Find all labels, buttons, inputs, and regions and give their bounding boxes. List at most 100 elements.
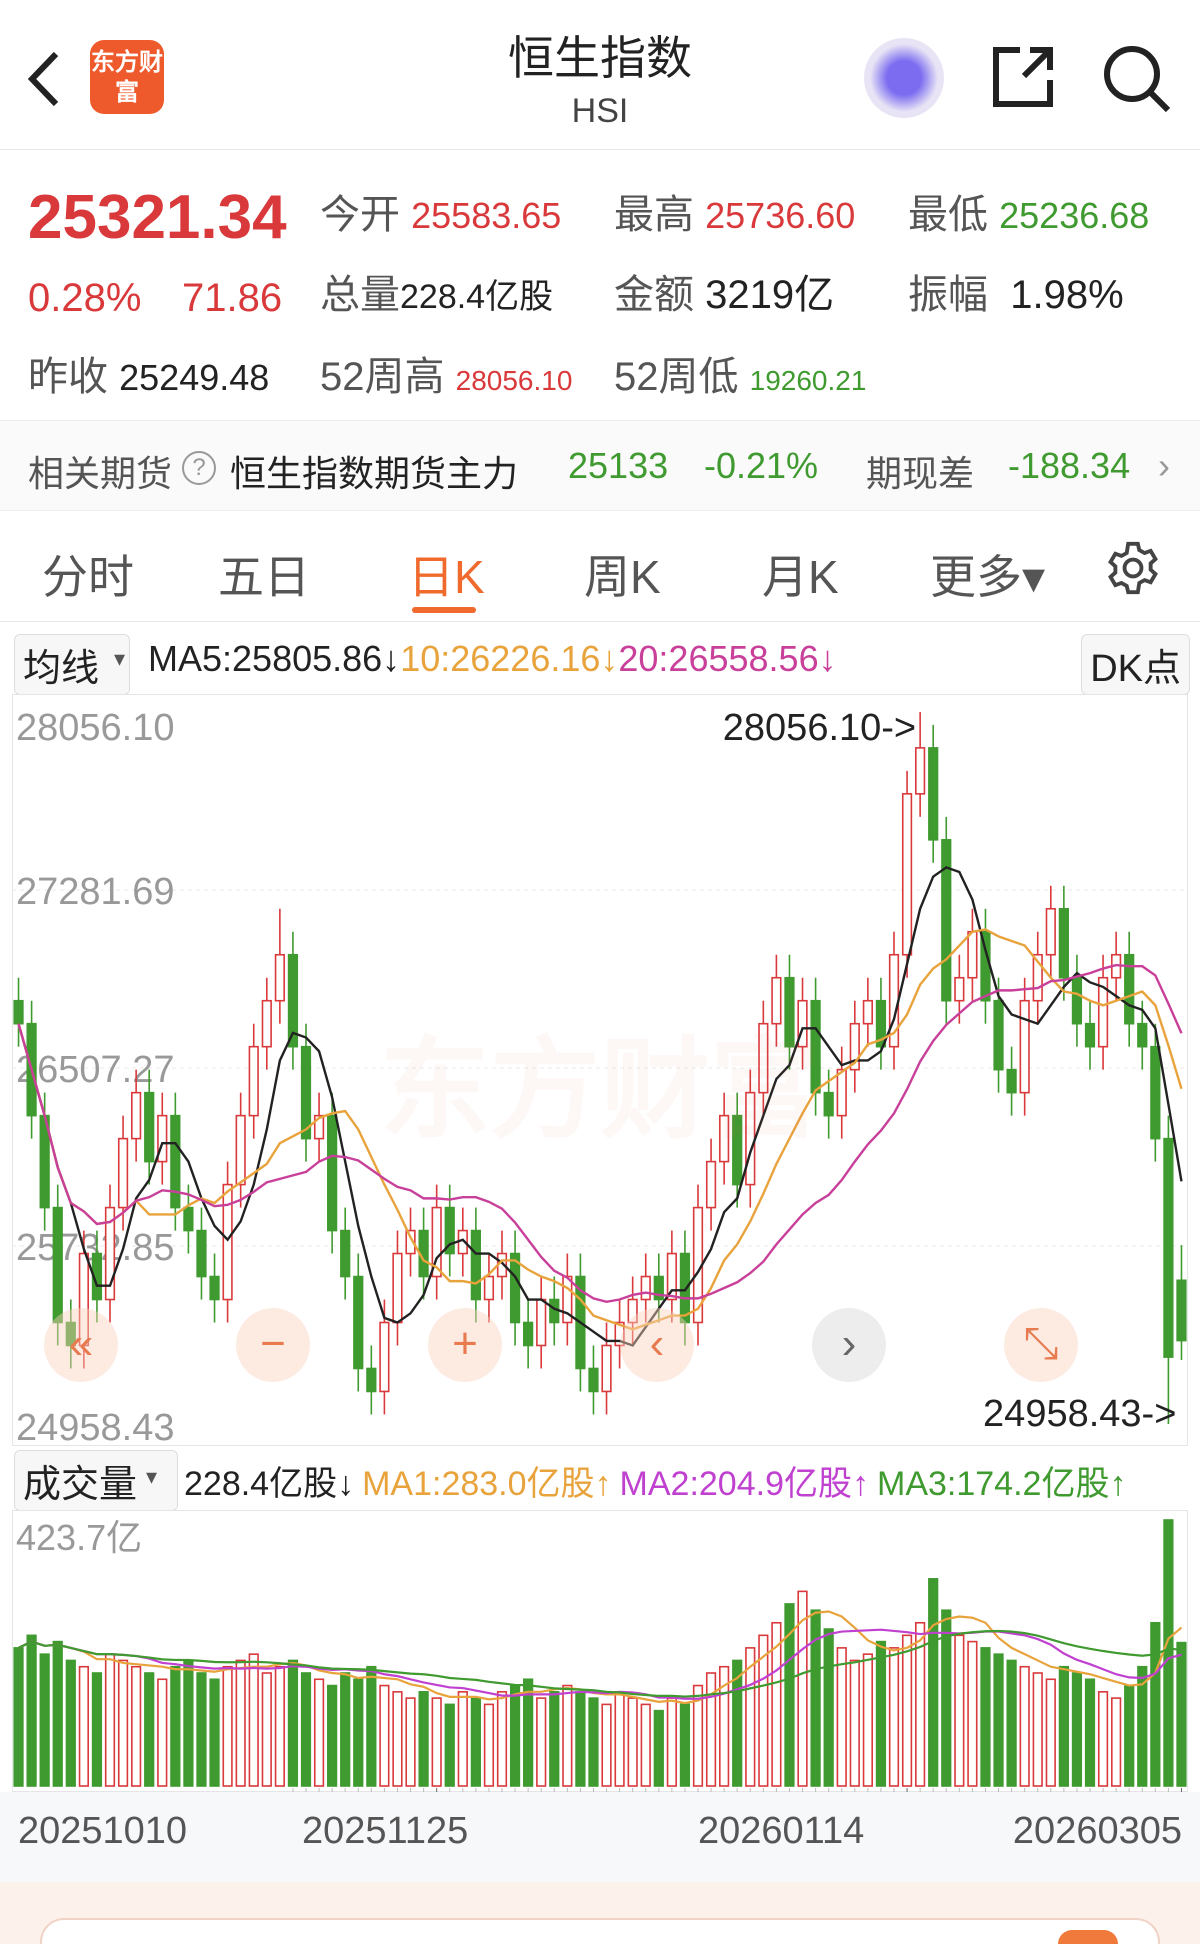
candle-body bbox=[627, 1298, 638, 1324]
volume-bar bbox=[431, 1697, 442, 1787]
zoom-out-button[interactable]: − bbox=[236, 1308, 310, 1382]
volume-bar bbox=[157, 1678, 168, 1787]
candle-body bbox=[588, 1367, 599, 1393]
volume-bar bbox=[980, 1647, 991, 1787]
volume-bar bbox=[1176, 1641, 1187, 1787]
help-icon[interactable]: ? bbox=[182, 451, 216, 485]
y-tick-label: 28056.10 bbox=[16, 707, 175, 749]
candle-body bbox=[993, 999, 1004, 1071]
candle-body bbox=[65, 1321, 76, 1347]
ma5-line bbox=[17, 866, 1183, 1347]
gear-icon[interactable] bbox=[1104, 539, 1162, 597]
basis-label: 期现差 bbox=[866, 453, 975, 494]
volume-bar bbox=[261, 1672, 272, 1787]
candle-body bbox=[1019, 999, 1030, 1094]
tab-monthly-k[interactable]: 月K bbox=[762, 551, 839, 603]
volume-bar bbox=[888, 1647, 900, 1787]
candle-body bbox=[78, 1252, 89, 1347]
candle-body bbox=[144, 1091, 155, 1163]
volume-bar bbox=[470, 1697, 481, 1787]
candlestick-chart[interactable]: 28056.1027281.6926507.2725732.8524958.43… bbox=[12, 694, 1188, 1446]
candle-body bbox=[797, 999, 808, 1048]
dk-point-button[interactable]: DK点 bbox=[1081, 634, 1190, 695]
zoom-in-button[interactable]: + bbox=[428, 1308, 502, 1382]
volume-bar bbox=[549, 1691, 560, 1787]
related-futures-row[interactable]: 相关期货 ? 恒生指数期货主力 25133 -0.21% 期现差 -188.34… bbox=[0, 420, 1200, 510]
candle-body bbox=[431, 1206, 442, 1278]
amount-label: 金额 bbox=[614, 273, 694, 317]
tab-five-day[interactable]: 五日 bbox=[218, 551, 310, 603]
prev-button[interactable]: ‹ bbox=[620, 1308, 694, 1382]
low-label: 最低 bbox=[908, 193, 988, 237]
volume-bar bbox=[849, 1659, 860, 1787]
comment-input[interactable] bbox=[40, 1918, 1160, 1944]
last-price: 25321.34 bbox=[28, 183, 287, 252]
ma-selector[interactable]: 均线 bbox=[14, 634, 131, 695]
share-icon[interactable] bbox=[990, 44, 1056, 110]
volume-bar bbox=[732, 1659, 743, 1787]
futures-label: 相关期货 bbox=[28, 453, 173, 494]
min-price-marker: 24958.43-> bbox=[983, 1393, 1176, 1435]
volume-bar bbox=[758, 1634, 769, 1787]
volume-bar bbox=[366, 1665, 377, 1787]
x-label: 20260114 bbox=[698, 1810, 865, 1852]
back-arrow-icon[interactable] bbox=[24, 48, 64, 110]
ma10-line bbox=[17, 928, 1183, 1331]
next-button[interactable]: › bbox=[812, 1308, 886, 1382]
candle-body bbox=[261, 999, 272, 1048]
candle-body bbox=[117, 1137, 129, 1209]
candle-body bbox=[523, 1321, 534, 1347]
volume-bar bbox=[901, 1634, 913, 1787]
robot-avatar-icon[interactable] bbox=[864, 38, 944, 118]
fullscreen-button[interactable]: ⤡ bbox=[1004, 1308, 1078, 1382]
volume-bar bbox=[784, 1603, 795, 1787]
volume-bar bbox=[392, 1691, 403, 1787]
tab-daily-k[interactable]: 日K bbox=[408, 551, 485, 603]
candle-body bbox=[235, 1114, 246, 1186]
volume-bar bbox=[1006, 1659, 1017, 1787]
amplitude-value: 1.98% bbox=[1010, 273, 1124, 317]
open-value: 25583.65 bbox=[411, 195, 562, 236]
watermark: 东方财富 bbox=[380, 1029, 820, 1152]
volume-bar bbox=[640, 1703, 651, 1787]
volume-bar bbox=[601, 1703, 612, 1787]
candle-body bbox=[941, 839, 952, 1002]
volume-bar bbox=[745, 1647, 756, 1787]
high52-value: 28056.10 bbox=[455, 365, 573, 396]
volume-bar bbox=[274, 1665, 285, 1787]
candle-body bbox=[209, 1275, 220, 1301]
volume-bar bbox=[771, 1621, 782, 1787]
volume-bar bbox=[300, 1672, 312, 1787]
volume-value: 228.4亿股 bbox=[400, 278, 554, 316]
volume-bar bbox=[78, 1665, 89, 1787]
volume-bar bbox=[1058, 1665, 1069, 1787]
candle-body bbox=[274, 953, 285, 1002]
tab-more[interactable]: 更多▾ bbox=[930, 551, 1046, 603]
prev-close-label: 昨收 bbox=[28, 355, 108, 399]
candle-body bbox=[300, 1045, 312, 1140]
volume-chart[interactable]: 423.7亿 bbox=[12, 1510, 1188, 1792]
candle-body bbox=[849, 1022, 860, 1071]
bottom-bar bbox=[0, 1882, 1200, 1944]
x-label: 20260305 bbox=[1012, 1810, 1182, 1852]
candle-body bbox=[483, 1275, 495, 1301]
tab-intraday[interactable]: 分时 bbox=[42, 551, 134, 603]
volume-bar bbox=[170, 1665, 181, 1787]
high52-label: 52周高 bbox=[320, 355, 445, 399]
volume-bar bbox=[496, 1691, 508, 1787]
chevron-right-icon: › bbox=[1158, 445, 1170, 486]
ma20-line bbox=[17, 963, 1183, 1304]
candle-body bbox=[1097, 976, 1109, 1048]
tab-weekly-k[interactable]: 周K bbox=[584, 551, 661, 603]
action-button[interactable] bbox=[1058, 1930, 1118, 1944]
candle-body bbox=[13, 999, 24, 1025]
candle-body bbox=[1163, 1137, 1174, 1358]
change-pct: 0.28% bbox=[28, 276, 142, 320]
scroll-left-button[interactable]: « bbox=[44, 1308, 118, 1382]
candle-body bbox=[823, 1091, 834, 1117]
candle-body bbox=[52, 1206, 63, 1324]
search-icon[interactable] bbox=[1100, 42, 1172, 114]
active-tab-indicator bbox=[412, 607, 476, 613]
candle-body bbox=[705, 1160, 717, 1209]
volume-selector[interactable]: 成交量 bbox=[14, 1450, 179, 1511]
